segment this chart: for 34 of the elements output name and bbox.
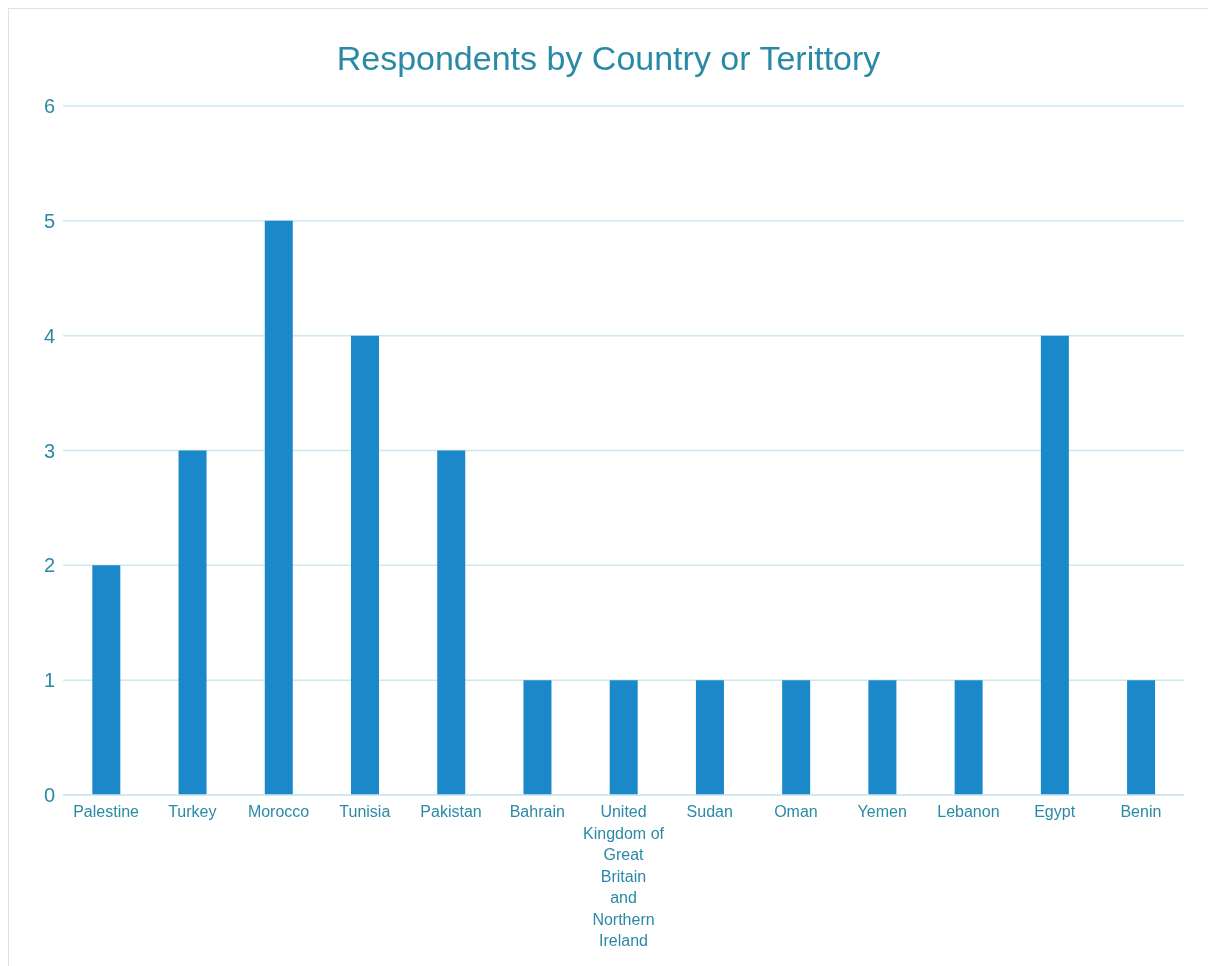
bar [92, 565, 121, 795]
y-tick-label: 1 [43, 669, 55, 692]
x-tick-label: Benin [1120, 803, 1162, 820]
bar [351, 335, 380, 795]
y-tick-label: 0 [43, 784, 55, 807]
chart-title: Respondents by Country or Terittory [335, 39, 882, 78]
bar [868, 680, 897, 795]
bar [437, 450, 466, 795]
x-tick-label: Palestine [73, 803, 140, 820]
x-tick-label: Turkey [168, 803, 217, 820]
x-tick-label: Tunisia [339, 803, 391, 820]
y-tick-label: 6 [43, 95, 55, 118]
bar [264, 220, 293, 795]
y-tick-label: 2 [43, 554, 55, 577]
x-tick-label: Lebanon [937, 803, 1000, 820]
bar [1040, 335, 1069, 795]
bar [954, 680, 983, 795]
x-tick-label: Yemen [857, 803, 907, 820]
x-tick-label: Bahrain [509, 803, 565, 820]
x-tick-label: Pakistan [420, 803, 482, 820]
y-tick-label: 3 [43, 439, 55, 462]
bar [782, 680, 811, 795]
x-tick-label: Oman [774, 803, 818, 820]
bar [609, 680, 638, 795]
bar [1127, 680, 1156, 795]
x-tick-label: Sudan [686, 803, 733, 820]
x-tick-label: Morocco [247, 803, 310, 820]
y-tick-label: 5 [43, 209, 55, 232]
bar [523, 680, 552, 795]
y-tick-label: 4 [43, 324, 55, 347]
bar [178, 450, 207, 795]
x-tick-label: Egypt [1034, 803, 1076, 820]
bar [695, 680, 724, 795]
x-tick-label: United Kingdom of Great Britain and Northern Ireland [583, 803, 665, 949]
